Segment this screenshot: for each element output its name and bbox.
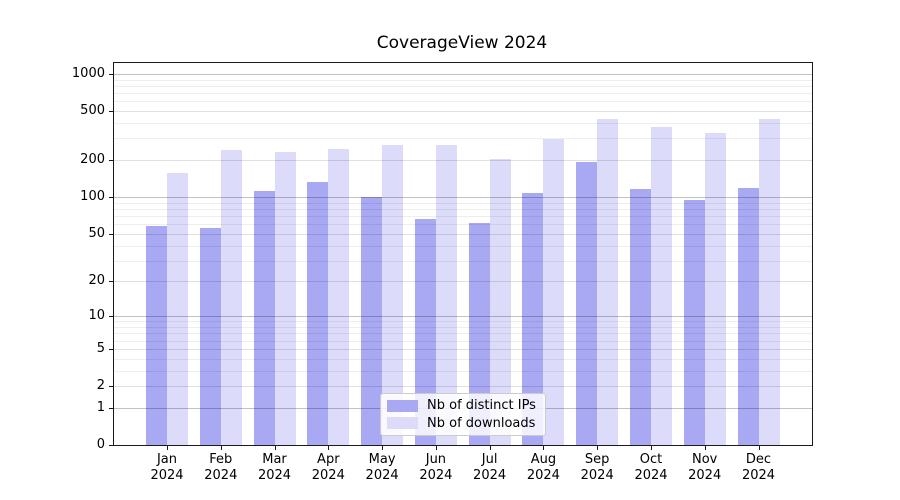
x-tick-label-may: May 2024 xyxy=(365,452,399,483)
x-tick-year-jul: 2024 xyxy=(473,468,507,483)
y-tick-label-100: 100 xyxy=(80,189,105,205)
y-tick-label-10: 10 xyxy=(88,308,105,324)
x-tick-mark-jun xyxy=(435,446,437,450)
x-tick-label-jan: Jan 2024 xyxy=(150,452,184,483)
bar-downloads-aug xyxy=(543,139,565,445)
legend-label-downloads: Nb of downloads xyxy=(427,415,536,431)
legend-item-downloads: Nb of downloads xyxy=(387,416,539,431)
y-tick-label-2: 2 xyxy=(96,378,105,393)
x-tick-year-nov: 2024 xyxy=(688,468,722,483)
legend-item-distinct-ips: Nb of distinct IPs xyxy=(387,398,539,413)
y-tick-label-5: 5 xyxy=(96,340,105,356)
x-tick-label-apr: Apr 2024 xyxy=(311,452,345,483)
legend-label-distinct-ips: Nb of distinct IPs xyxy=(427,398,536,414)
gridline-500 xyxy=(114,111,812,112)
x-tick-year-apr: 2024 xyxy=(311,468,345,483)
x-tick-label-nov: Nov 2024 xyxy=(688,452,722,483)
bar-ips-oct xyxy=(630,188,651,445)
legend: Nb of distinct IPs Nb of downloads xyxy=(380,393,546,436)
bar-downloads-jul xyxy=(489,159,511,445)
bar-ips-feb xyxy=(199,227,221,445)
bar-ips-dec xyxy=(737,188,759,445)
bar-downloads-jun xyxy=(435,145,457,445)
x-tick-mark-dec xyxy=(758,446,760,450)
x-tick-label-jun: Jun 2024 xyxy=(419,452,453,483)
x-tick-year-feb: 2024 xyxy=(204,468,238,483)
y-tick-mark-0 xyxy=(109,445,114,446)
y-tick-label-0: 0 xyxy=(96,437,105,452)
y-tick-label-1: 1 xyxy=(96,399,105,415)
y-tick-label-1000: 1000 xyxy=(71,65,105,81)
y-tick-label-200: 200 xyxy=(80,152,105,168)
plot-area: 0 1 2 5 10 20 50 100 200 500 1000 Jan 2024 Feb 2024 Mar… xyxy=(72,62,813,483)
x-tick-mark-sep xyxy=(597,446,599,450)
x-tick-label-sep: Sep 2024 xyxy=(580,452,614,483)
x-tick-year-mar: 2024 xyxy=(257,468,292,483)
x-tick-mark-jul xyxy=(489,446,491,450)
x-tick-mark-mar xyxy=(274,446,276,450)
x-tick-label-aug: Aug 2024 xyxy=(526,452,560,483)
legend-swatch-distinct-ips xyxy=(387,399,418,412)
x-tick-year-oct: 2024 xyxy=(634,468,668,483)
x-tick-label-oct: Oct 2024 xyxy=(634,452,668,483)
gridline-900 xyxy=(114,79,812,81)
bar-ips-jul xyxy=(468,223,490,445)
bar-downloads-may xyxy=(382,145,404,445)
y-tick-mark-20 xyxy=(109,281,114,283)
bar-downloads-feb xyxy=(220,149,242,445)
y-tick-mark-10 xyxy=(109,316,114,318)
bar-ips-sep xyxy=(576,161,598,445)
x-tick-label-dec: Dec 2024 xyxy=(741,452,776,483)
x-tick-year-sep: 2024 xyxy=(580,468,614,483)
x-tick-mark-apr xyxy=(328,446,330,450)
bar-ips-nov xyxy=(683,199,705,445)
x-tick-year-aug: 2024 xyxy=(526,468,560,483)
bar-downloads-oct xyxy=(651,127,672,445)
y-tick-mark-2 xyxy=(109,386,114,387)
bar-ips-jan xyxy=(146,225,167,445)
bar-downloads-mar xyxy=(274,151,296,445)
y-tick-mark-1 xyxy=(109,407,114,409)
y-tick-label-20: 20 xyxy=(88,273,105,289)
y-tick-mark-50 xyxy=(109,233,114,235)
bar-ips-jun xyxy=(414,219,436,445)
x-tick-label-jul: Jul 2024 xyxy=(473,452,507,483)
gridline-400 xyxy=(114,123,812,124)
x-tick-mark-jan xyxy=(167,446,168,450)
y-tick-label-500: 500 xyxy=(80,103,105,118)
x-tick-label-mar: Mar 2024 xyxy=(257,452,292,483)
x-tick-mark-oct xyxy=(651,446,652,450)
y-tick-label-50: 50 xyxy=(88,225,105,241)
gridline-800 xyxy=(114,85,812,87)
x-tick-mark-aug xyxy=(543,446,545,450)
x-tick-year-jun: 2024 xyxy=(419,468,453,483)
bar-ips-may xyxy=(361,197,383,445)
y-tick-mark-200 xyxy=(109,160,114,162)
gridline-600 xyxy=(114,101,812,103)
x-tick-label-feb: Feb 2024 xyxy=(204,452,238,483)
x-tick-year-may: 2024 xyxy=(365,468,399,483)
x-tick-mark-nov xyxy=(704,446,706,450)
y-tick-mark-5 xyxy=(109,348,114,350)
x-tick-year-jan: 2024 xyxy=(150,468,184,483)
bar-downloads-nov xyxy=(704,133,726,445)
x-tick-mark-feb xyxy=(220,446,222,450)
gridline-1000 xyxy=(114,73,812,75)
bar-downloads-sep xyxy=(597,118,619,445)
y-tick-mark-500 xyxy=(109,111,114,112)
y-tick-mark-1000 xyxy=(109,73,114,75)
chart-title: CoverageView 2024 xyxy=(376,33,548,53)
bar-ips-apr xyxy=(307,181,329,445)
bar-downloads-dec xyxy=(758,119,780,445)
bar-downloads-apr xyxy=(328,149,350,445)
bar-ips-mar xyxy=(253,191,275,445)
y-tick-mark-100 xyxy=(109,197,114,199)
gridline-700 xyxy=(114,93,812,94)
legend-swatch-downloads xyxy=(387,417,418,430)
x-tick-mark-may xyxy=(382,446,384,450)
x-tick-year-dec: 2024 xyxy=(741,468,776,483)
bar-downloads-jan xyxy=(167,173,188,445)
bar-ips-aug xyxy=(522,193,544,445)
